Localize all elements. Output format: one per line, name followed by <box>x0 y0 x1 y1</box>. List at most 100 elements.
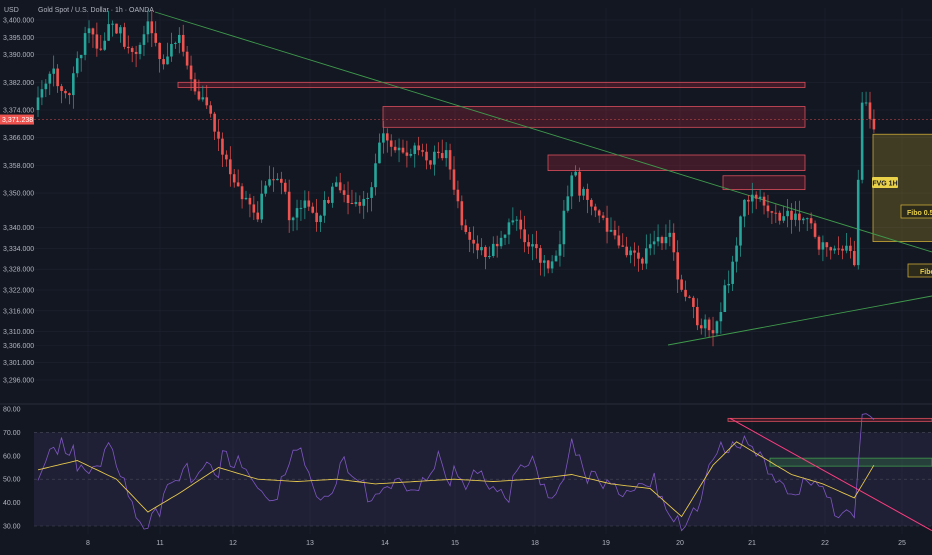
candle <box>472 239 475 244</box>
candle <box>295 208 299 218</box>
rsi-demand-zone <box>769 457 932 467</box>
candle <box>378 142 381 164</box>
fvg-label-box <box>872 177 898 188</box>
candle <box>358 202 362 206</box>
candle <box>637 252 640 259</box>
candle <box>829 247 833 251</box>
candle <box>44 83 48 90</box>
candle <box>354 202 358 204</box>
candle <box>468 231 471 240</box>
candle <box>511 220 515 223</box>
candle <box>162 59 165 65</box>
candle <box>111 23 114 25</box>
time-axis-label: 20 <box>676 540 684 547</box>
candle <box>484 247 487 258</box>
candle <box>374 163 377 188</box>
candle <box>582 188 585 196</box>
candle <box>103 40 107 50</box>
candle <box>75 58 79 74</box>
candle <box>856 179 860 266</box>
price-axis-label: 3,366.000 <box>3 135 34 142</box>
candle <box>260 193 263 220</box>
rsi-axis-label: 80.00 <box>3 407 21 414</box>
candle <box>448 150 452 170</box>
candle <box>586 188 589 200</box>
candle <box>719 312 723 322</box>
candle <box>393 146 397 151</box>
candle <box>362 198 366 206</box>
supply-zone <box>547 154 806 171</box>
candle <box>766 205 770 212</box>
candle <box>319 215 322 223</box>
candle <box>315 212 318 223</box>
candle <box>36 97 40 110</box>
candle <box>664 236 668 244</box>
candle <box>170 43 173 57</box>
candle <box>456 189 460 202</box>
candle <box>699 325 703 329</box>
candle <box>535 244 538 249</box>
candle <box>656 237 660 242</box>
candle <box>754 194 758 199</box>
rsi-axis-label: 40.00 <box>3 500 21 507</box>
candle <box>366 197 369 199</box>
price-axis-label: 3,310.000 <box>3 329 34 336</box>
candle <box>790 210 793 220</box>
candle <box>499 237 503 247</box>
candle <box>770 211 774 213</box>
current-price-label: 3,371.238 <box>2 117 33 124</box>
time-axis-label: 12 <box>229 540 237 547</box>
candle <box>382 133 385 143</box>
candle <box>711 330 715 334</box>
candle <box>64 90 67 94</box>
time-axis-label: 14 <box>381 540 389 547</box>
candle <box>327 200 330 203</box>
candle <box>248 197 252 205</box>
candle <box>126 46 130 49</box>
rsi-axis-label: 60.00 <box>3 453 21 460</box>
candle <box>146 21 150 35</box>
candle <box>331 186 334 203</box>
candle <box>774 212 778 214</box>
candle <box>593 206 597 211</box>
candle <box>539 248 542 263</box>
candle <box>578 171 581 196</box>
candle <box>338 182 342 191</box>
candle <box>268 179 271 186</box>
candle <box>48 73 52 84</box>
descending-trendline <box>154 11 932 253</box>
time-axis-label: 19 <box>602 540 610 547</box>
candle <box>287 191 291 221</box>
candle <box>433 151 436 165</box>
candle <box>574 171 577 176</box>
candle <box>833 248 836 251</box>
candle <box>868 102 872 119</box>
candle <box>40 89 44 98</box>
candle <box>244 197 248 200</box>
candle <box>280 178 283 183</box>
candle <box>181 34 185 52</box>
time-axis-label: 15 <box>451 540 459 547</box>
candle <box>798 213 801 221</box>
time-axis-label: 11 <box>156 540 163 547</box>
candle <box>621 245 625 247</box>
candle <box>389 140 393 147</box>
candle <box>409 154 413 156</box>
candle <box>440 153 444 159</box>
candle <box>283 182 287 192</box>
candle <box>476 243 479 251</box>
candle <box>134 51 138 54</box>
candle <box>645 248 648 264</box>
candle <box>72 73 75 96</box>
candle <box>397 147 401 151</box>
candle <box>495 243 499 247</box>
candle <box>813 223 817 237</box>
candle <box>107 24 110 41</box>
fibo-label-box <box>900 204 932 219</box>
candle <box>853 251 856 266</box>
candle <box>794 213 797 220</box>
candle <box>782 216 785 221</box>
candle <box>860 102 864 180</box>
